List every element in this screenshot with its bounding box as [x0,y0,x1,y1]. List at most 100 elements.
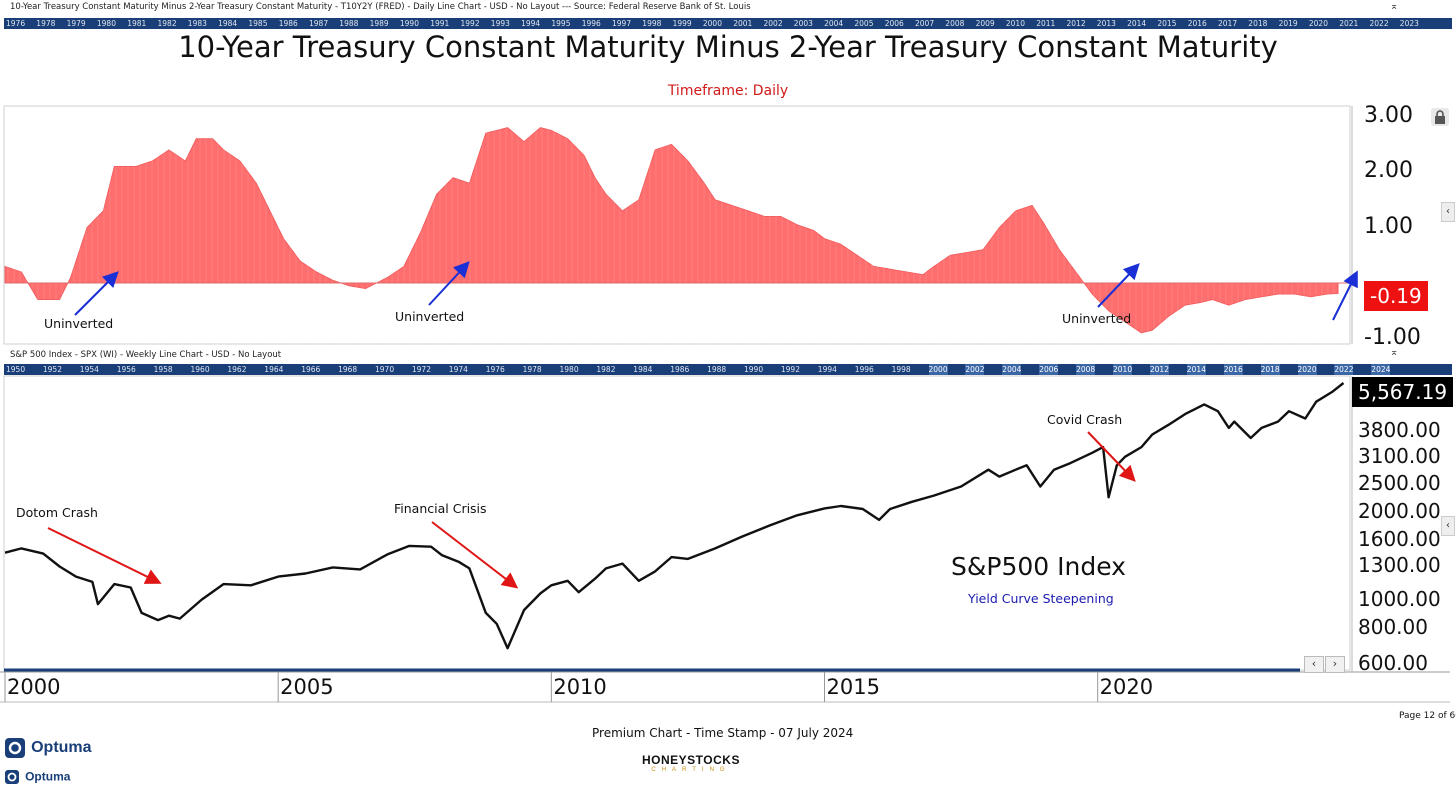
timebar-year[interactable]: 1980 [96,19,116,28]
timebar-year[interactable]: 1978 [522,365,542,374]
timebar-year[interactable]: 1988 [339,19,359,28]
timebar-year[interactable]: 2021 [1339,19,1359,28]
timebar-year[interactable]: 1984 [218,19,238,28]
timebar-year[interactable]: 2009 [975,19,995,28]
timebar-year[interactable]: 1990 [744,365,764,374]
timebar-year[interactable]: 2002 [965,364,985,375]
chevron-left-icon[interactable]: ‹ [1304,656,1324,673]
resize-icon-2[interactable]: ⌅ [1390,347,1399,358]
timebar-year[interactable]: 2014 [1127,19,1147,28]
timebar-year[interactable]: 1993 [490,19,510,28]
resize-icon[interactable]: ⌅ [1390,1,1399,12]
timebar-year[interactable]: 2005 [854,19,874,28]
timebar-year[interactable]: 1994 [521,19,541,28]
timebar-year[interactable]: 1996 [581,19,601,28]
timebar-year[interactable]: 1974 [448,365,468,374]
timebar-year[interactable]: 1991 [430,19,450,28]
timebar-year[interactable]: 1950 [6,365,26,374]
timebar-year[interactable]: 1960 [190,365,210,374]
timebar-year[interactable]: 2023 [1399,19,1419,28]
lock-icon[interactable] [1431,108,1449,126]
timebar-year[interactable]: 2008 [945,19,965,28]
timebar-year[interactable]: 1976 [6,19,26,28]
timebar-year[interactable]: 1982 [157,19,177,28]
timebar-year[interactable]: 2022 [1369,19,1389,28]
timebar-year[interactable]: 2000 [928,364,948,375]
timebar-year[interactable]: 1992 [780,365,800,374]
timebar-year[interactable]: 1987 [309,19,329,28]
timebar-year[interactable]: 2018 [1248,19,1268,28]
bottom-y-tick-label: 800.00 [1358,614,1428,639]
timebar-year[interactable]: 1989 [369,19,389,28]
top-timebar[interactable]: 1976 1978 1979 1980 1981 1982 1983 1984 1985 1986… [4,18,1452,29]
timebar-year[interactable]: 1996 [854,365,874,374]
timebar-year[interactable]: 1992 [460,19,480,28]
timebar-year[interactable]: 1962 [227,365,247,374]
timebar-year[interactable]: 2001 [733,19,753,28]
timebar-year[interactable]: 2004 [824,19,844,28]
timebar-year[interactable]: 2020 [1308,19,1328,28]
timebar-year[interactable]: 1986 [670,365,690,374]
bottom-timebar[interactable]: 1950 1952 1954 1956 1958 1960 1962 1964 1966 1968… [4,364,1452,375]
page-number: Page 12 of 60 [1399,711,1456,721]
timebar-year[interactable]: 1990 [399,19,419,28]
timebar-year[interactable]: 1952 [42,365,62,374]
timebar-year[interactable]: 2022 [1334,364,1354,375]
timebar-year[interactable]: 1966 [301,365,321,374]
timebar-year[interactable]: 1970 [375,365,395,374]
timebar-year[interactable]: 1986 [278,19,298,28]
timebar-year[interactable]: 1958 [153,365,173,374]
timebar-year[interactable]: 2011 [1036,19,1056,28]
timebar-year[interactable]: 2007 [915,19,935,28]
timebar-year[interactable]: 1968 [338,365,358,374]
timebar-year[interactable]: 1985 [248,19,268,28]
timebar-year[interactable]: 1995 [551,19,571,28]
timebar-year[interactable]: 1997 [612,19,632,28]
x-tick-label: 2010 [553,675,607,699]
timebar-year[interactable]: 2008 [1076,364,1096,375]
timebar-year[interactable]: 2012 [1066,19,1086,28]
timebar-year[interactable]: 2010 [1005,19,1025,28]
timebar-year[interactable]: 2017 [1218,19,1238,28]
timebar-year[interactable]: 1994 [817,365,837,374]
timebar-year[interactable]: 1988 [707,365,727,374]
timebar-year[interactable]: 1972 [411,365,431,374]
timebar-year[interactable]: 1956 [116,365,136,374]
timebar-year[interactable]: 1984 [633,365,653,374]
collapse-left-icon[interactable]: ‹ [1441,202,1455,222]
timebar-year[interactable]: 2020 [1297,364,1317,375]
timebar-year[interactable]: 2024 [1371,364,1391,375]
timebar-year[interactable]: 1982 [596,365,616,374]
timebar-year[interactable]: 1954 [79,365,99,374]
bottom-y-tick-label: 1600.00 [1358,527,1441,552]
timebar-year[interactable]: 1979 [66,19,86,28]
bottom-y-tick-label: 600.00 [1358,651,1428,675]
timebar-year[interactable]: 1998 [891,365,911,374]
timebar-year[interactable]: 1976 [485,365,505,374]
timebar-year[interactable]: 2018 [1260,364,1280,375]
timebar-year[interactable]: 2016 [1187,19,1207,28]
timebar-year[interactable]: 2015 [1157,19,1177,28]
timebar-year[interactable]: 2010 [1113,364,1133,375]
timebar-year[interactable]: 2000 [702,19,722,28]
timebar-year[interactable]: 1964 [264,365,284,374]
timebar-year[interactable]: 2014 [1186,364,1206,375]
timebar-year[interactable]: 1981 [127,19,147,28]
timebar-year[interactable]: 2002 [763,19,783,28]
timebar-year[interactable]: 2006 [1039,364,1059,375]
timebar-year[interactable]: 2016 [1223,364,1243,375]
timebar-year[interactable]: 2019 [1278,19,1298,28]
timebar-year[interactable]: 2013 [1096,19,1116,28]
chevron-right-icon[interactable]: › [1325,656,1345,673]
top-y-tick-label: -1.00 [1364,324,1421,350]
timebar-year[interactable]: 2003 [793,19,813,28]
timebar-year[interactable]: 1983 [187,19,207,28]
timebar-year[interactable]: 1998 [642,19,662,28]
collapse-left-icon-2[interactable]: ‹ [1441,516,1455,536]
timebar-year[interactable]: 2006 [884,19,904,28]
timebar-year[interactable]: 1980 [559,365,579,374]
timebar-year[interactable]: 1978 [36,19,56,28]
timebar-year[interactable]: 2012 [1149,364,1169,375]
timebar-year[interactable]: 2004 [1002,364,1022,375]
timebar-year[interactable]: 1999 [672,19,692,28]
